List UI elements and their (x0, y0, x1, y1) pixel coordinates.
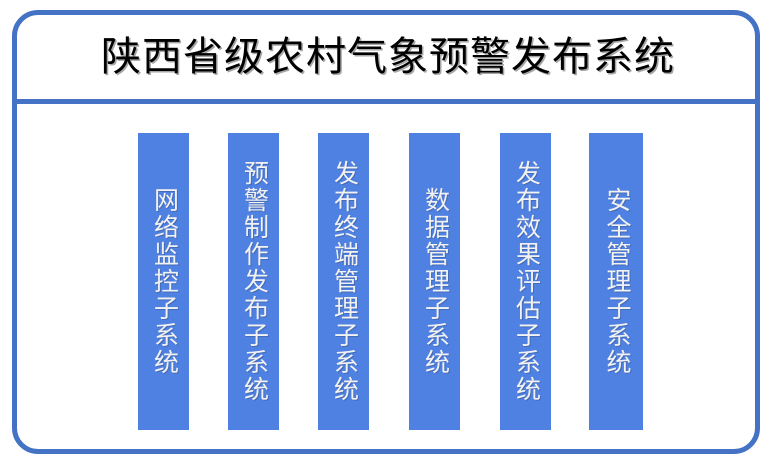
subsystem-label: 数据管理子系统 (421, 187, 449, 376)
subsystem-bar-network-monitoring[interactable]: 网络监控子系统 (138, 133, 189, 430)
system-title: 陕西省级农村气象预警发布系统 (101, 34, 675, 79)
title-band: 陕西省级农村气象预警发布系统 (17, 15, 755, 99)
subsystem-bar-release-terminal-management[interactable]: 发布终端管理子系统 (318, 133, 369, 430)
subsystem-label: 预警制作发布子系统 (240, 160, 268, 403)
subsystem-bars-container: 网络监控子系统 预警制作发布子系统 发布终端管理子系统 数据管理子系统 发布效果… (17, 104, 755, 449)
title-divider (12, 99, 760, 104)
subsystem-bar-data-management[interactable]: 数据管理子系统 (409, 133, 460, 430)
subsystem-bar-warning-production-release[interactable]: 预警制作发布子系统 (228, 133, 279, 430)
system-frame: 陕西省级农村气象预警发布系统 网络监控子系统 预警制作发布子系统 发布终端管理子… (12, 10, 760, 454)
subsystem-label: 安全管理子系统 (603, 187, 630, 376)
subsystem-label: 发布效果评估子系统 (512, 160, 540, 403)
subsystem-bar-security-management[interactable]: 安全管理子系统 (589, 133, 643, 430)
subsystem-label: 网络监控子系统 (150, 187, 178, 376)
subsystem-bar-release-effect-evaluation[interactable]: 发布效果评估子系统 (500, 133, 551, 430)
subsystem-label: 发布终端管理子系统 (330, 160, 358, 403)
